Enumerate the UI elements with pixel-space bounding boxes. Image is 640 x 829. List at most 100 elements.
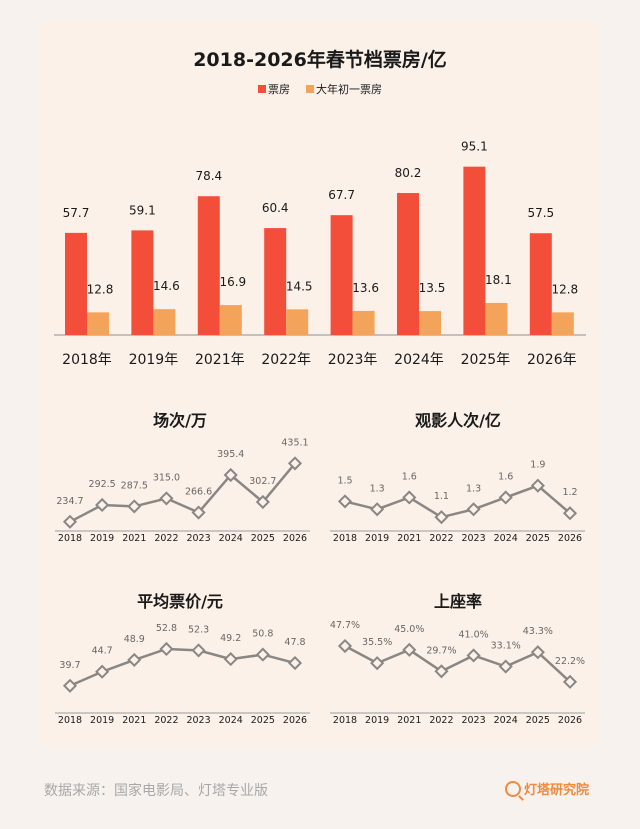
line-x-tick-1-3: 2022 [154, 533, 178, 544]
line-x-tick-3-5: 2024 [219, 715, 243, 726]
data-label-box-office-2: 78.4 [195, 169, 222, 183]
line-point-2-2 [402, 490, 417, 505]
bar-box-office-3 [264, 228, 287, 335]
line-point-1-0 [62, 514, 78, 529]
bar-box-office-0 [65, 232, 87, 335]
line-series-4 [344, 644, 571, 683]
line-x-tick-3-0: 2018 [58, 715, 82, 726]
line-point-3-6 [255, 647, 270, 662]
line-x-tick-4-4: 2023 [461, 715, 485, 726]
bar-first-day-5 [419, 311, 441, 335]
line-point-1-2 [127, 499, 142, 514]
bar-chart-title: 2018-2026年春节档票房/亿 [193, 48, 447, 71]
line-x-tick-1-0: 2018 [58, 533, 82, 544]
line-x-tick-3-4: 2023 [186, 715, 210, 726]
line-x-tick-1-2: 2021 [122, 533, 146, 544]
x-tick-label-5: 2024年 [394, 352, 444, 368]
line-point-3-2 [127, 652, 142, 668]
legend-label-first-day: 大年初一票房 [316, 82, 382, 96]
x-tick-label-0: 2018年 [62, 352, 112, 368]
data-label-first-day-1: 14.6 [153, 279, 180, 293]
line-data-label-3-7: 47.8 [284, 637, 305, 648]
line-x-tick-4-7: 2026 [558, 715, 582, 726]
line-data-label-2-2: 1.6 [402, 471, 417, 482]
line-x-tick-2-3: 2022 [429, 533, 453, 544]
x-tick-label-3: 2022年 [261, 352, 311, 368]
line-point-4-5 [498, 659, 513, 674]
bar-box-office-6 [463, 166, 486, 335]
line-point-2-4 [466, 502, 481, 517]
line-x-tick-3-3: 2022 [154, 715, 178, 726]
line-data-label-3-1: 44.7 [92, 646, 113, 657]
data-label-first-day-2: 16.9 [219, 275, 246, 289]
data-label-first-day-4: 13.6 [352, 281, 379, 295]
x-tick-label-1: 2019年 [129, 352, 179, 368]
line-x-tick-4-1: 2019 [365, 715, 389, 726]
data-label-box-office-5: 80.2 [395, 166, 422, 180]
line-data-label-3-2: 48.9 [124, 634, 145, 645]
line-data-label-3-6: 50.8 [252, 629, 273, 640]
line-x-tick-2-7: 2026 [558, 533, 582, 544]
x-tick-label-6: 2025年 [461, 352, 511, 368]
bar-first-day-7 [551, 312, 574, 335]
line-series-2 [344, 484, 571, 519]
line-x-tick-2-0: 2018 [333, 533, 357, 544]
line-point-2-1 [370, 502, 385, 517]
line-data-label-4-1: 35.5% [362, 637, 392, 648]
bar-first-day-4 [352, 310, 375, 335]
line-data-label-4-6: 43.3% [523, 626, 553, 637]
line-x-tick-2-1: 2019 [365, 533, 389, 544]
line-x-tick-2-6: 2025 [526, 533, 550, 544]
brand-logo: 灯塔研究院 [505, 779, 589, 798]
bar-box-office-4 [330, 215, 353, 335]
line-series-1 [69, 462, 296, 523]
line-data-label-1-5: 395.4 [217, 449, 244, 460]
line-data-label-2-7: 1.2 [562, 487, 577, 498]
line-point-2-3 [434, 510, 449, 525]
line-data-label-4-7: 22.2% [555, 656, 585, 667]
data-label-first-day-7: 12.8 [551, 282, 578, 296]
line-point-2-7 [562, 506, 578, 521]
line-x-tick-4-5: 2024 [494, 715, 518, 726]
data-label-box-office-3: 60.4 [262, 201, 289, 215]
data-label-box-office-0: 57.7 [63, 206, 90, 220]
data-label-first-day-6: 18.1 [485, 273, 512, 287]
line-point-1-5 [223, 467, 238, 483]
line-x-tick-4-2: 2021 [397, 715, 421, 726]
bar-first-day-6 [485, 302, 508, 335]
line-data-label-3-4: 52.3 [188, 624, 209, 635]
line-point-2-0 [337, 494, 353, 509]
data-label-box-office-1: 59.1 [129, 203, 156, 217]
line-data-label-4-4: 41.0% [458, 629, 488, 640]
line-chart-title-1: 场次/万 [153, 411, 207, 430]
line-data-label-1-3: 315.0 [153, 472, 180, 483]
line-chart-title-2: 观影人次/亿 [415, 411, 501, 430]
chart-panel [42, 20, 598, 745]
line-point-4-0 [337, 638, 353, 654]
line-x-tick-1-1: 2019 [90, 533, 114, 544]
line-point-4-1 [370, 656, 385, 671]
line-chart-title-3: 平均票价/元 [137, 592, 223, 611]
legend-label-box-office: 票房 [268, 83, 290, 96]
line-point-1-3 [159, 491, 174, 506]
data-label-first-day-3: 14.5 [286, 279, 313, 293]
line-point-3-7 [287, 655, 303, 671]
line-data-label-4-2: 45.0% [394, 624, 424, 635]
line-data-label-4-0: 47.7% [330, 620, 360, 631]
line-x-tick-2-2: 2021 [397, 533, 421, 544]
line-point-2-5 [498, 490, 513, 505]
line-point-1-4 [191, 505, 206, 520]
line-data-label-1-1: 292.5 [89, 479, 116, 490]
line-data-label-2-0: 1.5 [337, 475, 352, 486]
line-x-tick-1-5: 2024 [219, 533, 243, 544]
line-point-3-0 [62, 678, 78, 693]
line-point-1-6 [255, 494, 270, 510]
lighthouse-magnifier-icon [505, 780, 521, 797]
line-point-3-1 [95, 664, 110, 679]
line-point-4-3 [434, 664, 449, 679]
line-data-label-2-3: 1.1 [434, 491, 449, 502]
bar-first-day-2 [219, 305, 242, 335]
line-point-4-2 [402, 642, 417, 657]
line-x-tick-4-0: 2018 [333, 715, 357, 726]
